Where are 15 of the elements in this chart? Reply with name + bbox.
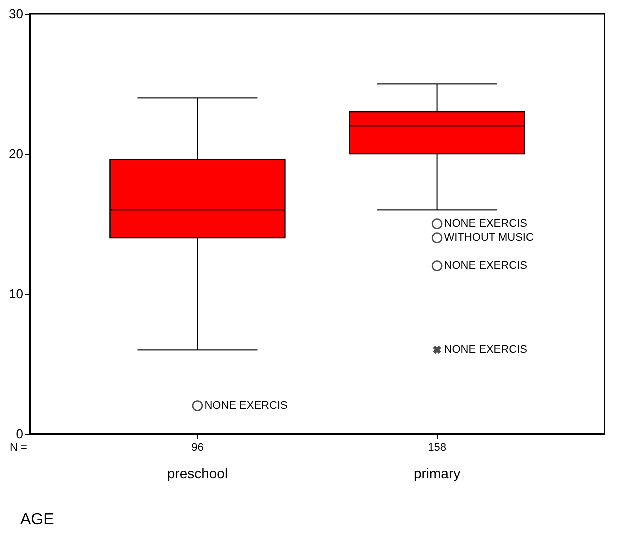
- text: N =: [10, 442, 28, 454]
- data-label: NONE EXERCIS: [444, 344, 528, 356]
- y-tick-label: 30: [9, 6, 24, 22]
- x-tick-label: primary: [414, 466, 461, 482]
- data-label: NONE EXERCIS: [204, 400, 288, 412]
- y-tick-label: 10: [9, 286, 24, 302]
- data-label: NONE EXERCIS: [444, 260, 528, 272]
- y-tick-label: 20: [9, 146, 24, 162]
- data-label: WITHOUT MUSIC: [444, 232, 534, 244]
- text: 96: [192, 442, 204, 454]
- y-tick-label: 0: [16, 426, 24, 442]
- x-axis-title: AGE: [20, 512, 54, 528]
- x-tick-label: preschool: [167, 466, 228, 482]
- text: 158: [428, 442, 446, 454]
- data-label: NONE EXERCIS: [444, 218, 528, 230]
